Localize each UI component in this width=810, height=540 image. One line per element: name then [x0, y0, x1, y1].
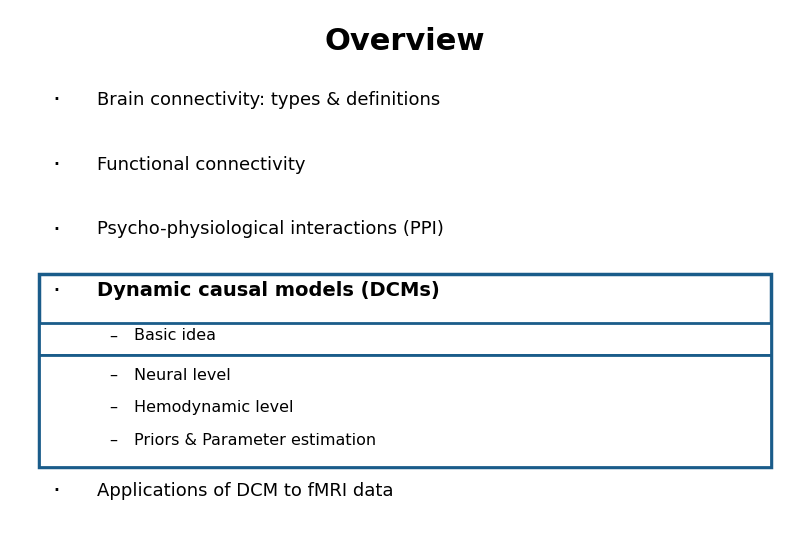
Text: Psycho-physiological interactions (PPI): Psycho-physiological interactions (PPI) [97, 220, 444, 239]
Text: Basic idea: Basic idea [134, 328, 215, 343]
Text: ·: · [53, 279, 61, 302]
Text: ·: · [53, 480, 61, 503]
Text: ·: · [53, 88, 61, 112]
Text: –: – [109, 400, 117, 415]
Text: Functional connectivity: Functional connectivity [97, 156, 305, 174]
Text: Neural level: Neural level [134, 368, 230, 383]
Bar [39, 323, 771, 355]
Text: Dynamic causal models (DCMs): Dynamic causal models (DCMs) [97, 281, 440, 300]
Text: ·: · [53, 153, 61, 177]
Text: Hemodynamic level: Hemodynamic level [134, 400, 293, 415]
Bar [39, 274, 771, 467]
Text: –: – [109, 368, 117, 383]
Text: –: – [109, 433, 117, 448]
Text: Brain connectivity: types & definitions: Brain connectivity: types & definitions [97, 91, 441, 109]
Text: Applications of DCM to fMRI data: Applications of DCM to fMRI data [97, 482, 394, 501]
Text: Overview: Overview [325, 27, 485, 56]
Text: Priors & Parameter estimation: Priors & Parameter estimation [134, 433, 376, 448]
Text: ·: · [53, 218, 61, 241]
Text: –: – [109, 328, 117, 343]
Bar [39, 355, 771, 467]
